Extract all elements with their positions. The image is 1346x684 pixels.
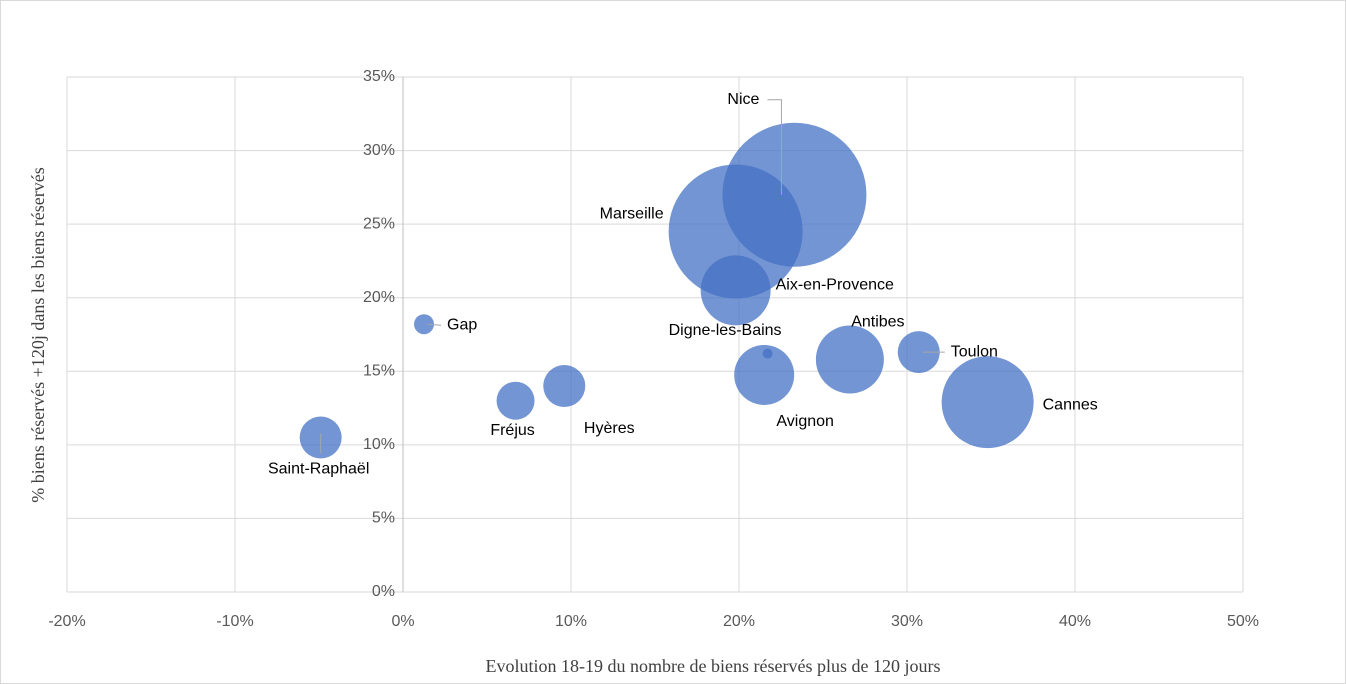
bubble-label: Toulon — [951, 343, 998, 360]
bubble — [543, 365, 586, 407]
y-axis-label: % biens réservés +120j dans les biens ré… — [28, 167, 48, 503]
y-tick-label: 10% — [363, 436, 395, 453]
bubble-label: Cannes — [1043, 396, 1098, 413]
y-tick-label: 35% — [363, 68, 395, 85]
bubble — [815, 325, 884, 394]
bubble — [496, 381, 535, 420]
x-tick-label: 50% — [1227, 613, 1259, 630]
x-tick-label: 20% — [723, 613, 755, 630]
bubble-label: Fréjus — [490, 422, 534, 439]
x-tick-label: 0% — [391, 613, 414, 630]
x-tick-label: 10% — [555, 613, 587, 630]
bubble-label: Avignon — [776, 413, 834, 430]
y-tick-label: 0% — [372, 583, 395, 600]
bubble-label: Saint-Raphaël — [268, 461, 369, 478]
leader-line — [767, 99, 782, 195]
bubble — [414, 314, 434, 335]
bubble-label: Marseille — [600, 206, 664, 223]
bubble-label: Antibes — [851, 314, 904, 331]
bubble — [700, 255, 771, 326]
bubble — [734, 344, 795, 405]
bubble-label: Nice — [727, 91, 759, 108]
y-tick-label: 20% — [363, 289, 395, 306]
bubble — [897, 331, 940, 374]
bubble-label: Gap — [447, 316, 477, 333]
x-tick-label: 40% — [1059, 613, 1091, 630]
x-tick-label: 30% — [891, 613, 923, 630]
bubble-label: Hyères — [584, 420, 635, 437]
leader-line — [427, 323, 442, 326]
y-tick-label: 25% — [363, 215, 395, 232]
x-axis-label: Evolution 18-19 du nombre de biens réser… — [486, 656, 941, 676]
bubble — [668, 164, 803, 299]
x-tick-label: -20% — [48, 613, 85, 630]
y-tick-label: 30% — [363, 142, 395, 159]
y-tick-label: 5% — [372, 510, 395, 527]
bubble-label: Digne-les-Bains — [669, 322, 782, 339]
x-tick-label: -10% — [216, 613, 253, 630]
bubble-label: Aix-en-Provence — [776, 277, 894, 294]
y-tick-label: 15% — [363, 363, 395, 380]
bubble — [941, 356, 1034, 449]
